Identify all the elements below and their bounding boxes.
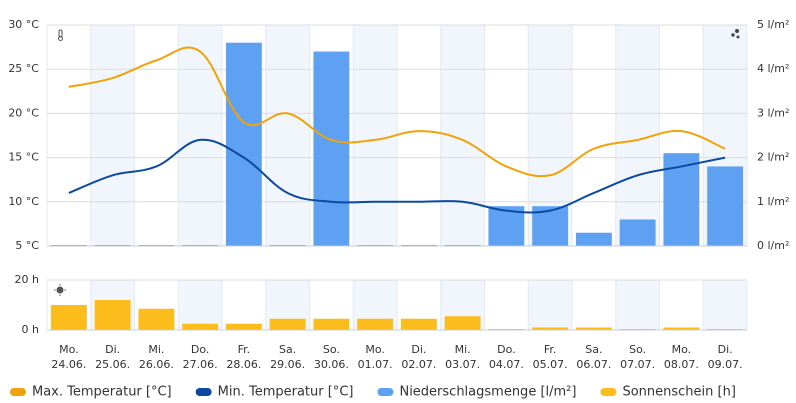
x-tick-date: 09.07. [708,358,743,371]
bar [225,42,262,247]
x-tick-day: Sa. [279,343,296,356]
band-shade [90,25,135,246]
y2-tick-label: 3 l/m² [757,106,789,119]
x-tick-date: 24.06. [51,358,86,371]
y2-tick-label: 2 l/m² [757,151,789,164]
x-tick-date: 27.06. [183,358,218,371]
bar [488,206,525,246]
x-tick-date: 05.07. [533,358,568,371]
bar [532,327,569,330]
x-tick-day: Di. [411,343,426,356]
x-tick-day: Do. [191,343,210,356]
thermometer-icon [58,29,63,41]
x-tick-day: Mo. [365,343,385,356]
x-tick-date: 01.07. [358,358,393,371]
bar [94,300,131,330]
band-shade [178,280,222,330]
line [68,138,726,214]
x-tick-date: 04.07. [489,358,524,371]
band-shade [528,280,572,330]
x-tick-date: 28.06. [226,358,261,371]
x-tick-day: Di. [105,343,120,356]
x-tick-day: Fr. [544,343,557,356]
band-shade [178,25,222,246]
x-tick-day: Mi. [148,343,164,356]
bar [269,318,306,330]
x-tick-date: 26.06. [139,358,174,371]
x-tick-day: Sa. [585,343,602,356]
bar [575,327,612,330]
bar [50,305,87,330]
x-tick-day: Mo. [672,343,692,356]
x-tick-date: 25.06. [95,358,130,371]
legend-swatch [10,388,26,396]
band-shade [703,280,747,330]
x-tick-day: So. [629,343,646,356]
bar [313,51,350,246]
x-tick-date: 08.07. [664,358,699,371]
band-shade [353,25,397,246]
y-tick-label: 10 °C [8,195,39,208]
bar [400,318,437,330]
bar [444,316,481,330]
legend-label: Sonnenschein [h] [622,385,735,400]
x-tick-date: 29.06. [270,358,305,371]
rain-icon [731,29,740,39]
bar [707,166,744,246]
bar [663,327,700,330]
bar [138,308,175,330]
x-tick-date: 06.07. [576,358,611,371]
x-tick-date: 02.07. [401,358,436,371]
band-shade [615,280,660,330]
x-tick-date: 30.06. [314,358,349,371]
x-tick-date: 07.07. [620,358,655,371]
bar [225,323,262,330]
x-tick-day: So. [323,343,340,356]
sun-icon [54,284,66,296]
legend-label: Max. Temperatur [°C] [32,385,172,400]
y-tick-label: 0 h [22,323,39,336]
y2-tick-label: 5 l/m² [757,18,789,31]
x-tick-day: Di. [718,343,733,356]
y2-tick-label: 0 l/m² [757,239,789,252]
band-shade [265,25,310,246]
background [46,25,748,330]
bar [619,219,656,246]
legend: Max. Temperatur [°C] Min. Temperatur [°C]… [10,385,736,400]
bar [313,318,350,330]
line [68,46,726,178]
x-tick-date: 03.07. [445,358,480,371]
bar [357,318,394,330]
y-tick-label: 5 °C [15,239,39,252]
legend-swatch [377,388,394,396]
x-tick-day: Mo. [59,343,79,356]
y-tick-label: 25 °C [8,62,39,75]
x-tick-day: Fr. [238,343,251,356]
bar [182,323,219,330]
y-tick-label: 30 °C [8,18,39,31]
x-tick-day: Mi. [455,343,471,356]
x-tick-day: Do. [497,343,516,356]
y2-tick-label: 4 l/m² [757,62,789,75]
y-tick-label: 20 °C [8,106,39,119]
y-tick-label: 20 h [15,273,39,286]
legend-label: Niederschlagsmenge [l/m²] [399,385,576,400]
y2-tick-label: 1 l/m² [757,195,789,208]
bar [575,232,612,246]
legend-swatch [195,388,212,396]
legend-label: Min. Temperatur [°C] [218,385,354,400]
y-tick-label: 15 °C [8,151,39,164]
legend-swatch [600,388,617,396]
